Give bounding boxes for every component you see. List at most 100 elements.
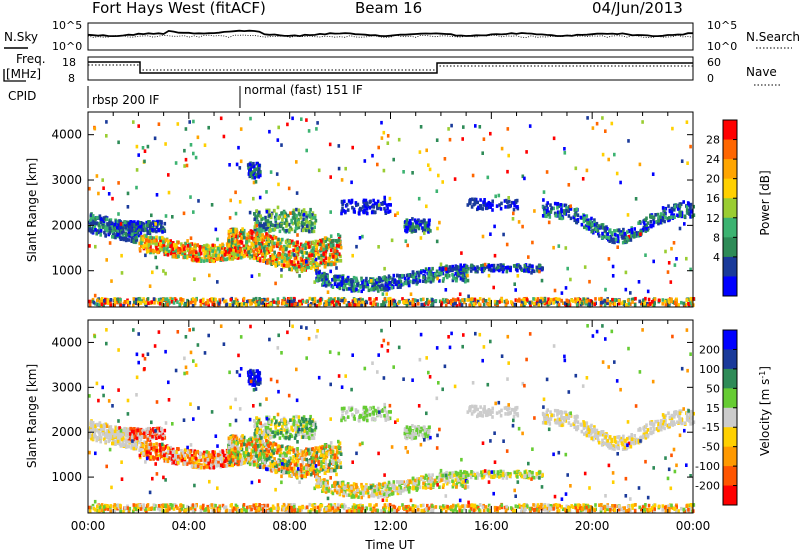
radar-cell [101,178,104,182]
radar-cell [181,298,185,302]
radar-cell [590,229,593,234]
radar-cell [284,240,288,245]
radar-cell [432,275,435,279]
radar-cell [329,248,333,252]
radar-cell [234,190,237,195]
radar-cell [94,228,97,232]
radar-cell [506,169,509,174]
radar-cell [435,269,439,274]
radar-cell [153,445,156,450]
radar-cell [162,249,166,254]
radar-cell [217,257,220,261]
radar-cell [138,453,142,458]
radar-cell [573,218,576,223]
radar-cell [170,300,174,304]
radar-cell [496,263,500,268]
radar-cell [276,205,280,210]
radar-cell [643,301,646,306]
radar-cell [429,277,433,281]
radar-cell [585,168,589,173]
radar-cell [670,297,673,302]
radar-cell [145,250,149,254]
radar-cell [188,250,192,255]
radar-cell [360,289,363,294]
radar-cell [241,227,244,231]
radar-cell [484,299,488,303]
radar-cell [376,302,380,307]
radar-cell [365,300,369,305]
radar-cell [322,278,326,282]
radar-cell [293,241,297,245]
radar-cell [368,206,372,210]
radar-cell [449,299,453,303]
radar-cell [96,302,99,307]
radar-cell [96,298,99,303]
radar-cell [549,297,553,302]
radar-cell [140,448,143,452]
radar-cell [296,246,299,251]
radar-cell [197,252,201,256]
radar-cell [375,297,378,301]
radar-cell [290,303,294,307]
radar-cell [427,273,431,277]
radar-cell [416,299,419,303]
radar-cell [458,302,461,307]
radar-cell [279,224,283,228]
radar-cell [103,299,106,303]
radar-cell [192,151,195,156]
radar-cell [438,279,441,283]
radar-cell [436,226,439,231]
radar-cell [154,255,157,260]
radar-cell [541,214,545,218]
radar-cell [98,421,102,425]
radar-cell [144,301,147,305]
radar-cell [623,300,626,304]
radar-cell [162,240,165,244]
radar-cell [155,445,158,450]
radar-cell [366,211,369,216]
radar-cell [587,227,591,231]
radar-cell [301,228,305,233]
radar-cell [470,263,473,268]
radar-cell [213,249,216,254]
radar-cell [427,277,430,282]
radar-cell [113,434,116,438]
radar-cell [138,241,141,246]
radar-cell [251,172,255,177]
radar-cell [153,301,156,305]
colorbar-tick-label: 4 [713,251,720,264]
radar-cell [265,251,269,255]
radar-cell [616,239,619,243]
radar-cell [533,301,536,306]
radar-cell [264,245,267,249]
radar-cell [602,234,606,239]
radar-cell [132,223,135,227]
radar-cell [266,225,269,229]
radar-cell [358,236,362,240]
radar-cell [383,206,386,211]
radar-cell [425,204,428,209]
radar-cell [508,268,512,272]
radar-cell [220,452,223,457]
radar-cell [463,273,466,277]
radar-cell [143,159,146,164]
freq-series [88,61,693,74]
radar-cell [175,243,178,248]
radar-cell [542,190,546,194]
radar-cell [351,205,354,210]
radar-cell [506,127,510,131]
radar-cell [95,231,98,236]
radar-cell [394,213,397,217]
radar-cell [256,220,259,224]
radar-cell [293,217,297,222]
radar-cell [459,299,463,303]
radar-cell [499,263,503,267]
radar-cell [339,243,342,248]
radar-cell [190,300,193,305]
radar-cell [253,212,256,216]
radar-cell [460,303,464,307]
radar-cell [276,297,280,301]
radar-cell [378,203,381,207]
radar-cell [329,302,333,306]
